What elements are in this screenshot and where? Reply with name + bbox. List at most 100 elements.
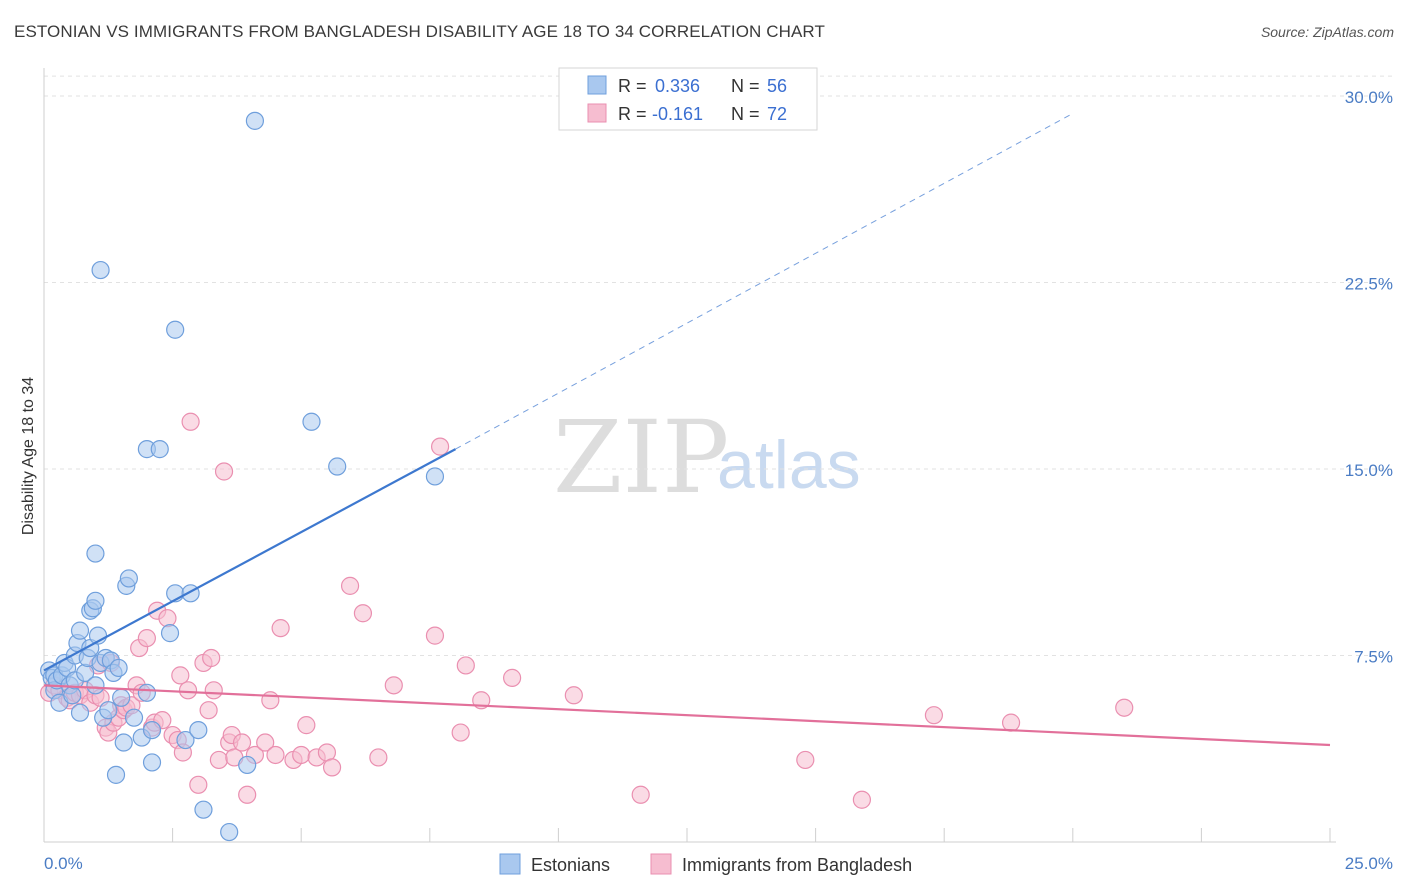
bangladesh-trend-line (43, 684, 1331, 747)
bangladesh-point (261, 691, 280, 710)
legend-swatch-estonians (587, 75, 607, 95)
legend-r-value-1: 0.336 (655, 76, 700, 96)
y-axis-label: Disability Age 18 to 34 (20, 377, 37, 535)
bangladesh-point (451, 723, 470, 742)
y-tick-label: 7.5% (1354, 648, 1393, 667)
bangladesh-point (158, 609, 177, 628)
estonians-point (220, 822, 239, 842)
legend-n-label-1: N = (731, 76, 760, 96)
y-axis-tick-labels: 7.5% 15.0% 22.5% 30.0% (1345, 88, 1393, 667)
series-legend: Estonians Immigrants from Bangladesh (499, 853, 912, 875)
chart-title: ESTONIAN VS IMMIGRANTS FROM BANGLADESH D… (14, 22, 825, 41)
legend-r-label-1: R = (618, 76, 647, 96)
bottom-legend-label-bangladesh: Immigrants from Bangladesh (682, 855, 912, 875)
legend-r-label-2: R = (618, 104, 647, 124)
x-axis-tick-marks (172, 828, 1331, 842)
bangladesh-point (266, 745, 285, 765)
estonians-point (91, 260, 110, 280)
estonians-point (112, 688, 131, 707)
estonians-point (109, 658, 128, 678)
x-tick-label-max: 25.0% (1345, 854, 1393, 873)
bangladesh-point (322, 758, 342, 777)
gridlines (44, 75, 1392, 656)
estonians-point (86, 676, 105, 695)
bangladesh-point (256, 733, 275, 752)
watermark-atlas: atlas (717, 427, 861, 503)
estonians-point (194, 800, 213, 819)
bangladesh-point (271, 619, 290, 638)
bangladesh-point (199, 701, 218, 720)
bangladesh-point (171, 666, 190, 685)
bangladesh-point (181, 412, 200, 431)
series-bangladesh-points (40, 412, 1134, 809)
bangladesh-point (353, 604, 373, 623)
estonians-point (70, 703, 90, 722)
estonians-point (137, 683, 156, 702)
legend-n-value-2: 72 (767, 104, 787, 124)
series-estonians-points (40, 111, 445, 842)
estonians-point (106, 765, 126, 784)
bangladesh-point (384, 676, 403, 695)
estonians-point (114, 733, 133, 752)
bangladesh-point (369, 748, 388, 767)
estonians-point (328, 457, 347, 476)
legend-n-value-1: 56 (767, 76, 787, 96)
estonians-point (63, 686, 82, 705)
watermark: ZIP atlas (553, 399, 861, 516)
estonians-point (425, 467, 445, 486)
estonians-point (166, 320, 185, 339)
bangladesh-point (204, 681, 223, 700)
estonians-point (124, 708, 144, 727)
bangladesh-point (1001, 713, 1021, 732)
bottom-legend-swatch-bangladesh (650, 853, 672, 875)
bottom-legend-swatch-estonians (499, 853, 521, 875)
bottom-legend-label-estonians: Estonians (531, 855, 610, 875)
estonians-point (150, 440, 169, 459)
bangladesh-point (202, 648, 221, 668)
bangladesh-point (430, 437, 450, 456)
bangladesh-point (456, 656, 475, 675)
estonians-point (238, 755, 257, 775)
bangladesh-point (137, 628, 156, 648)
y-tick-label: 30.0% (1345, 88, 1393, 107)
estonians-point (245, 111, 265, 130)
bangladesh-point (214, 462, 234, 481)
bangladesh-point (238, 785, 257, 804)
estonians-point (70, 621, 90, 640)
estonians-point (142, 753, 162, 772)
regression-lines (43, 112, 1331, 747)
bangladesh-point (631, 785, 650, 804)
bangladesh-point (209, 750, 228, 770)
estonians-trend-extension (455, 112, 1074, 450)
estonians-trend-line (43, 448, 457, 672)
estonians-point (119, 569, 138, 588)
bangladesh-point (189, 775, 208, 794)
estonians-point (302, 412, 321, 431)
bangladesh-point (232, 733, 252, 752)
estonians-point (86, 591, 105, 610)
bangladesh-point (924, 706, 944, 725)
estonians-point (176, 730, 195, 750)
estonians-point (142, 720, 162, 740)
bangladesh-point (564, 686, 583, 705)
estonians-point (189, 720, 208, 740)
watermark-zip: ZIP (553, 399, 729, 516)
bangladesh-point (178, 681, 198, 700)
bangladesh-point (1115, 698, 1134, 717)
legend-r-value-2: -0.161 (652, 104, 703, 124)
y-tick-label: 15.0% (1345, 461, 1393, 480)
bangladesh-point (297, 716, 316, 735)
estonians-point (99, 701, 118, 720)
bangladesh-point (425, 626, 445, 645)
estonians-point (86, 544, 105, 563)
correlation-legend: R = 0.336 N = 56 R = -0.161 N = 72 (558, 67, 818, 131)
bangladesh-point (292, 745, 311, 765)
y-tick-label: 22.5% (1345, 275, 1393, 294)
source-credit: Source: ZipAtlas.com (1260, 24, 1394, 40)
legend-n-label-2: N = (731, 104, 760, 124)
legend-swatch-bangladesh (587, 103, 607, 123)
bangladesh-point (852, 790, 871, 809)
bangladesh-point (796, 750, 815, 770)
bangladesh-point (340, 576, 360, 595)
